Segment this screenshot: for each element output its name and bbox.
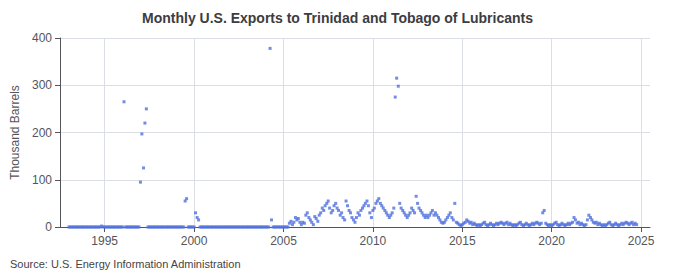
- svg-text:1995: 1995: [91, 234, 118, 248]
- svg-text:2020: 2020: [538, 234, 565, 248]
- svg-text:2005: 2005: [270, 234, 297, 248]
- svg-text:2015: 2015: [449, 234, 476, 248]
- svg-text:0: 0: [45, 220, 52, 234]
- svg-text:2000: 2000: [181, 234, 208, 248]
- svg-text:Thousand Barrels: Thousand Barrels: [8, 85, 22, 180]
- svg-text:200: 200: [32, 126, 52, 140]
- svg-text:100: 100: [32, 173, 52, 187]
- svg-text:400: 400: [32, 31, 52, 45]
- svg-text:300: 300: [32, 78, 52, 92]
- svg-text:2025: 2025: [628, 234, 655, 248]
- svg-text:2010: 2010: [360, 234, 387, 248]
- svg-text:Monthly U.S. Exports to Trinid: Monthly U.S. Exports to Trinidad and Tob…: [142, 10, 533, 26]
- svg-text:Source: U.S. Energy Informatio: Source: U.S. Energy Information Administ…: [10, 258, 241, 270]
